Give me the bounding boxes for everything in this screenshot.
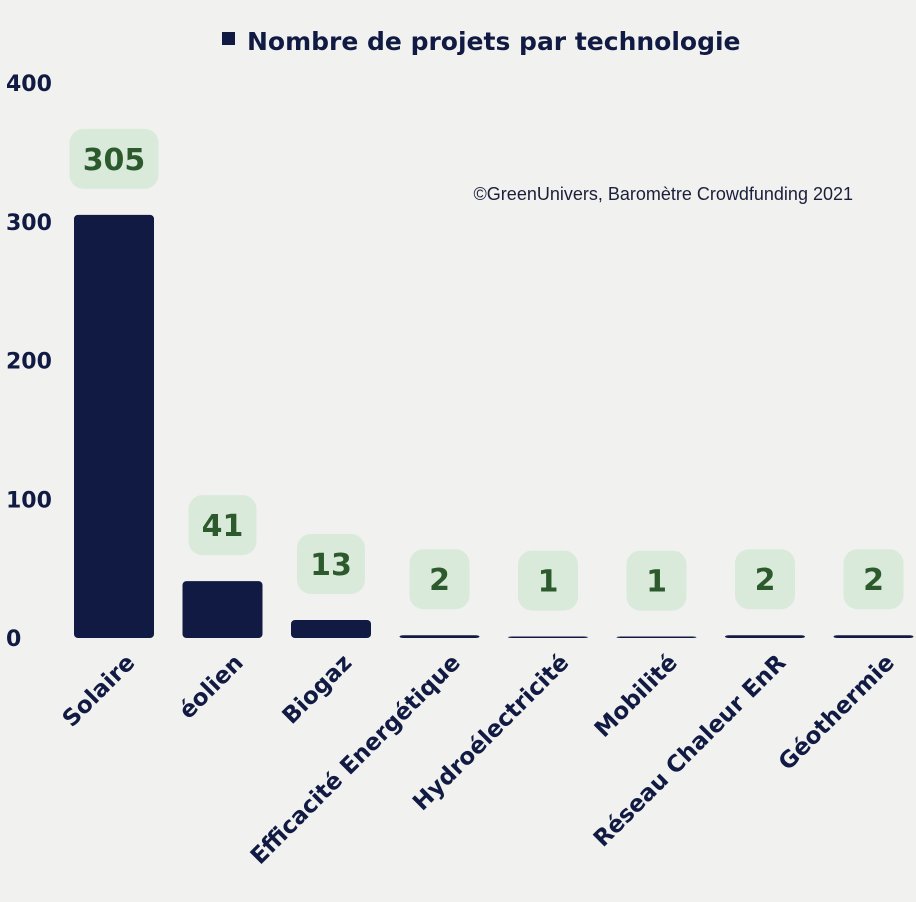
legend-label: Nombre de projets par technologie: [247, 27, 741, 56]
data-label-badge: [409, 549, 470, 610]
data-label: 1: [538, 565, 559, 600]
data-label-badge: [69, 128, 159, 189]
x-tick-label: Solaire: [58, 650, 140, 732]
bar: [74, 214, 154, 638]
y-tick-label: 100: [6, 488, 52, 513]
data-label-badge: [626, 550, 687, 611]
data-label: 1: [646, 565, 667, 600]
x-tick-label: Mobilité: [590, 650, 683, 743]
bar: [399, 635, 480, 638]
data-labels: 305 41 13 2 1 1 2 2: [69, 128, 904, 611]
y-tick-label: 400: [6, 72, 52, 97]
x-tick-label: Réseau Chaleur EnR: [589, 650, 792, 853]
data-label-badge: [188, 495, 257, 556]
bar: [291, 619, 371, 638]
bar: [833, 635, 914, 638]
bar: [182, 581, 263, 638]
legend: Nombre de projets par technologie: [222, 27, 741, 56]
y-tick-label: 0: [6, 627, 21, 652]
data-label-badge: [843, 549, 904, 610]
data-label: 2: [863, 563, 884, 598]
legend-swatch: [222, 32, 235, 45]
chart-annotation: ©GreenUnivers, Baromètre Crowdfunding 20…: [474, 184, 853, 204]
data-label: 41: [202, 509, 244, 544]
data-label: 2: [755, 563, 776, 598]
y-tick-label: 200: [6, 350, 52, 375]
data-label-badge: [297, 533, 365, 594]
data-label: 305: [83, 143, 146, 178]
bars: [74, 214, 914, 638]
data-label-badge: [518, 550, 578, 611]
bar: [508, 636, 588, 638]
data-label-badge: [735, 549, 795, 610]
x-tick-label: Biogaz: [278, 650, 358, 730]
x-tick-label: éolien: [174, 650, 248, 724]
y-axis: 0 100 200 300 400: [6, 72, 52, 652]
y-tick-label: 300: [6, 211, 52, 236]
x-tick-label: Efficacité Energétique: [246, 650, 466, 870]
x-tick-label: Géothermie: [774, 650, 900, 776]
data-label: 2: [429, 563, 450, 598]
bar: [616, 636, 697, 638]
data-label: 13: [310, 548, 352, 583]
bar: [725, 635, 805, 638]
